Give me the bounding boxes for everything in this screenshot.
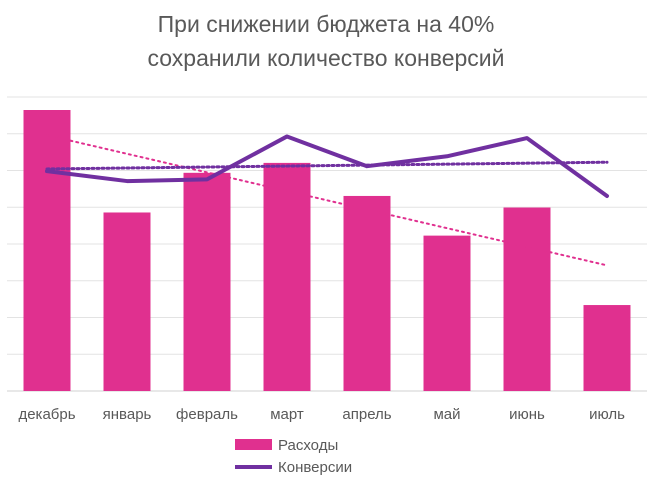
x-tick-июнь: июнь	[509, 406, 545, 423]
legend-label-expenses: Расходы	[278, 437, 338, 454]
x-tick-декабрь: декабрь	[18, 406, 75, 423]
gridlines	[7, 96, 647, 392]
x-tick-апрель: апрель	[342, 406, 391, 423]
bar-июль	[583, 305, 631, 391]
bar-декабрь	[23, 110, 71, 391]
chart-title-line-2: сохранили количество конверсий	[148, 45, 505, 71]
conversions-series-line	[45, 134, 609, 198]
x-tick-июль: июль	[589, 406, 625, 423]
trendline-0	[46, 134, 608, 267]
x-tick-май: май	[433, 406, 460, 423]
bar-январь	[103, 212, 151, 391]
trendlines	[45, 134, 609, 267]
x-tick-март: март	[270, 406, 304, 423]
x-tick-февраль: февраль	[176, 406, 238, 423]
x-tick-январь: январь	[103, 406, 152, 423]
x-axis-tick-labels: декабрь январь февраль март апрель май июнь июл…	[18, 406, 625, 423]
trendline-1	[45, 160, 609, 171]
bar-февраль	[183, 172, 231, 391]
legend: Расходы Конверсии	[235, 437, 352, 476]
legend-label-conversions: Конверсии	[278, 459, 352, 476]
expense-bars	[23, 110, 631, 391]
chart-title-line-1: При снижении бюджета на 40%	[158, 11, 495, 37]
conversions-line	[45, 134, 609, 198]
bar-май	[423, 235, 471, 391]
bar-июнь	[503, 207, 551, 391]
legend-swatch-expenses	[235, 439, 272, 450]
bar-март	[263, 162, 311, 391]
bar-апрель	[343, 195, 391, 391]
